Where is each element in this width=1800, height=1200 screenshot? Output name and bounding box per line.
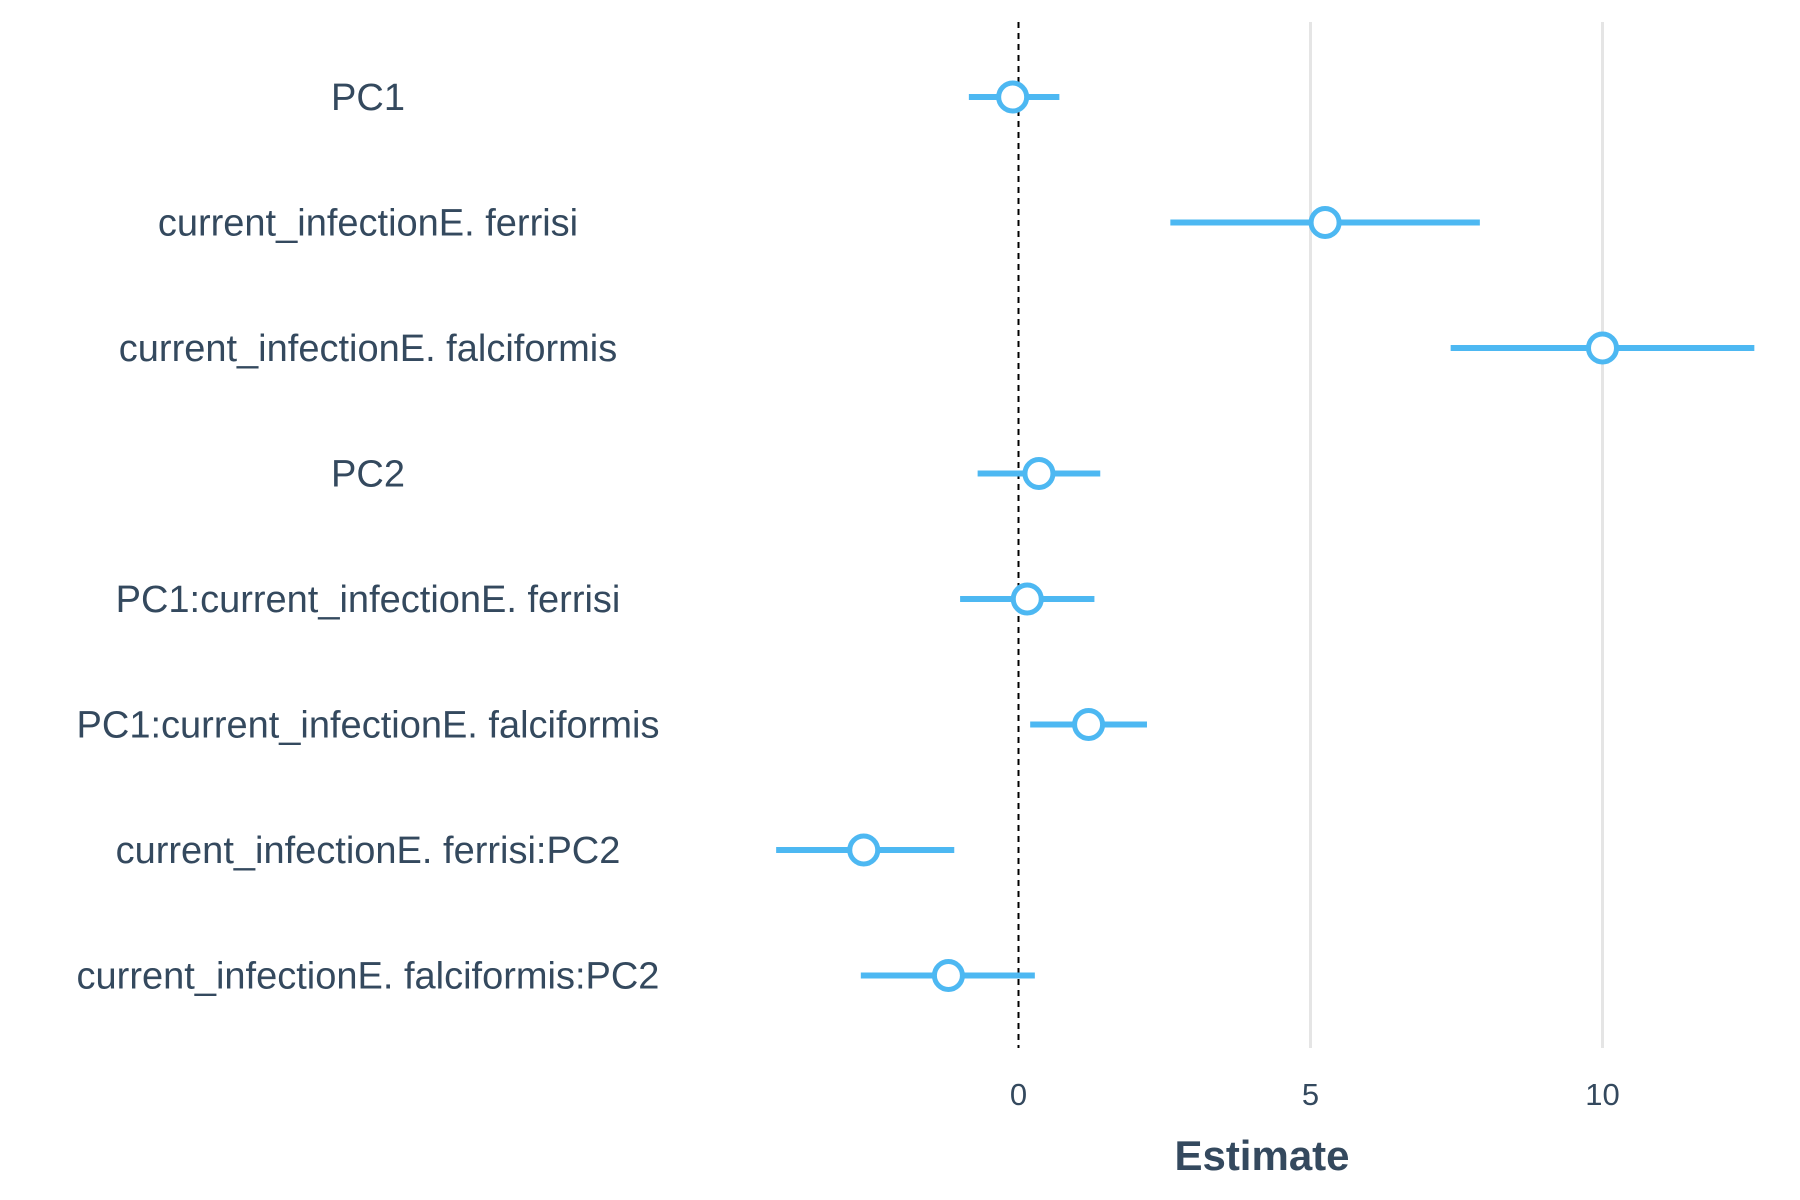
x-tick-label: 5 [1302,1077,1319,1112]
term-label: current_infectionE. ferrisi [158,203,578,245]
estimate-point [1010,582,1044,616]
estimate-point [931,959,965,992]
term-label: PC1 [331,77,405,119]
estimate-points [847,80,1619,992]
confidence-intervals [776,94,1755,979]
estimate-point [996,80,1030,114]
term-label: PC1:current_infectionE. falciformis [77,705,660,747]
term-label: current_infectionE. falciformis [119,328,617,370]
x-axis-title: Estimate [1174,1132,1349,1179]
x-axis-ticks: 0 5 10 [1010,1077,1620,1112]
estimate-point [1022,457,1056,490]
term-label: current_infectionE. falciformis:PC2 [77,956,660,998]
estimate-point [1072,708,1106,741]
term-labels: PC1 current_infectionE. ferrisi current_in… [77,77,660,998]
estimate-point [1586,331,1619,365]
estimate-point [1308,206,1342,239]
term-label: PC2 [331,454,405,496]
grid-lines [1309,22,1604,1048]
term-label: current_infectionE. ferrisi:PC2 [116,830,621,872]
x-tick-label: 0 [1010,1077,1027,1112]
estimate-point [847,833,881,867]
term-label: PC1:current_infectionE. ferrisi [116,579,621,621]
x-tick-label: 10 [1585,1077,1619,1112]
